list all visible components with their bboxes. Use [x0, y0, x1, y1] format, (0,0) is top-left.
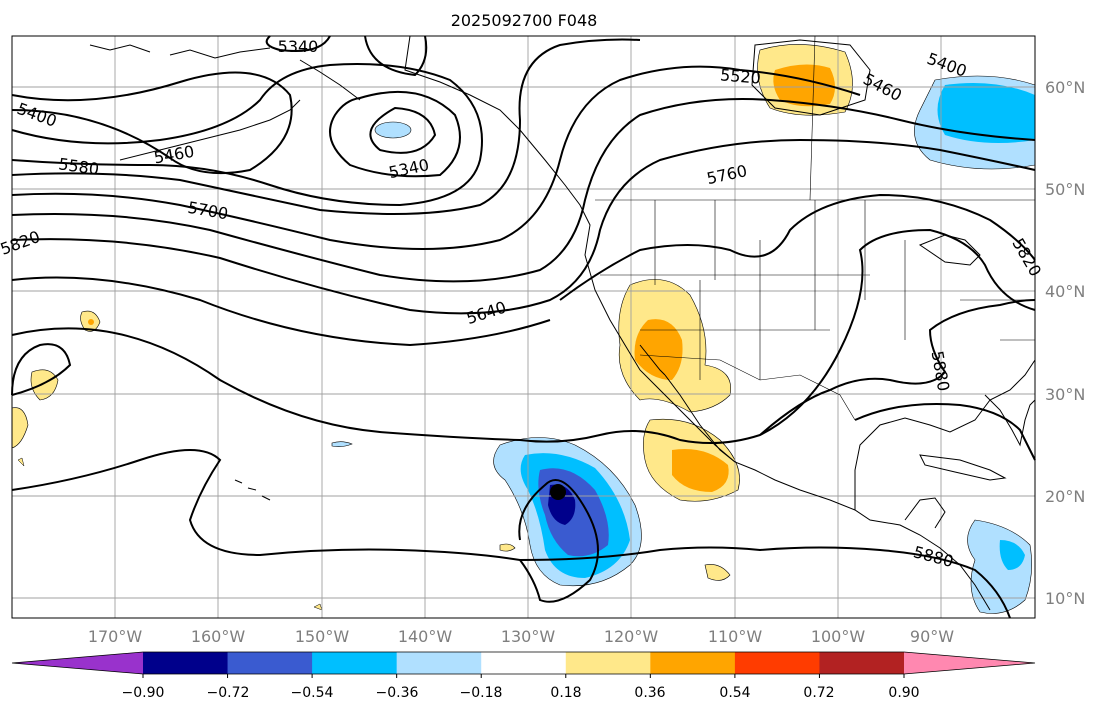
contour-label: 5520 [719, 65, 761, 87]
lat-label: 50°N [1045, 180, 1085, 199]
lat-label: 40°N [1045, 282, 1085, 301]
shade-camerica-blue [999, 540, 1025, 570]
lon-label: 160°W [191, 627, 246, 646]
lat-label: 30°N [1045, 385, 1085, 404]
colorbar-tick-label: 0.72 [803, 685, 834, 701]
colorbar-segment [227, 652, 313, 674]
colorbar-segment [312, 652, 398, 674]
shade-small-yellow-4 [704, 564, 731, 581]
lon-label: 100°W [811, 627, 866, 646]
lon-label: 140°W [398, 627, 453, 646]
lon-label: 130°W [501, 627, 556, 646]
longitude-labels: 170°W 160°W 150°W 140°W 130°W 120°W 110°… [88, 627, 954, 646]
lon-label: 90°W [910, 627, 954, 646]
contour-label: 5340 [278, 37, 319, 56]
map-frame: 5340 5400 5460 5520 5580 5640 5700 5760 … [0, 35, 1045, 619]
political-borders [595, 35, 1035, 421]
colorbar [11, 651, 1036, 678]
colorbar-tick-label: −0.90 [122, 685, 165, 701]
colorbar-extend-low [12, 652, 143, 674]
shade-small-orange-1 [88, 319, 94, 325]
shade-california-orange [634, 319, 683, 380]
shade-alaska-lightblue [374, 121, 412, 139]
colorbar-tick-label: −0.36 [376, 685, 419, 701]
colorbar-segment [143, 652, 229, 674]
lat-label: 10°N [1045, 589, 1085, 608]
lon-label: 170°W [88, 627, 143, 646]
shade-small-blue-1 [331, 441, 353, 447]
shade-mexico-orange [672, 449, 729, 492]
colorbar-segment [819, 652, 905, 674]
shade-small-yellow-7 [17, 457, 25, 467]
colorbar-segment [396, 652, 482, 674]
latitude-labels: 60°N 50°N 40°N 30°N 20°N 10°N [1045, 78, 1085, 608]
lon-label: 110°W [708, 627, 763, 646]
colorbar-tick-label: 0.18 [550, 685, 581, 701]
colorbar-tick-label: −0.18 [460, 685, 503, 701]
height-contours [11, 35, 1036, 619]
storm-center-marker [550, 484, 566, 500]
lon-label: 150°W [295, 627, 350, 646]
colorbar-tick-label: 0.54 [719, 685, 750, 701]
shaded-regions [11, 44, 1036, 614]
lon-label: 120°W [604, 627, 659, 646]
colorbar-tick-label: 0.90 [888, 685, 919, 701]
shade-camerica-lightblue [967, 519, 1032, 614]
shade-small-yellow-5 [499, 543, 516, 552]
shade-small-yellow-3 [11, 407, 29, 449]
map-border [11, 35, 1036, 619]
colorbar-segment [481, 652, 567, 674]
colorbar-segment [565, 652, 651, 674]
colorbar-tick-label: −0.54 [291, 685, 334, 701]
colorbar-segment [734, 652, 820, 674]
lat-label: 20°N [1045, 487, 1085, 506]
shade-hudson-orange [773, 64, 835, 107]
colorbar-extend-high [904, 652, 1035, 674]
colorbar-segment [650, 652, 736, 674]
shade-canada-blue [937, 82, 1035, 144]
colorbar-ticks: −0.90 −0.72 −0.54 −0.36 −0.18 0.18 0.36 … [122, 685, 920, 701]
colorbar-tick-label: 0.36 [634, 685, 665, 701]
shade-small-yellow-6 [313, 603, 323, 611]
colorbar-tick-label: −0.72 [207, 685, 250, 701]
lat-label: 60°N [1045, 78, 1085, 97]
coastlines [89, 35, 1036, 611]
map-title: 2025092700 F048 [451, 11, 598, 30]
